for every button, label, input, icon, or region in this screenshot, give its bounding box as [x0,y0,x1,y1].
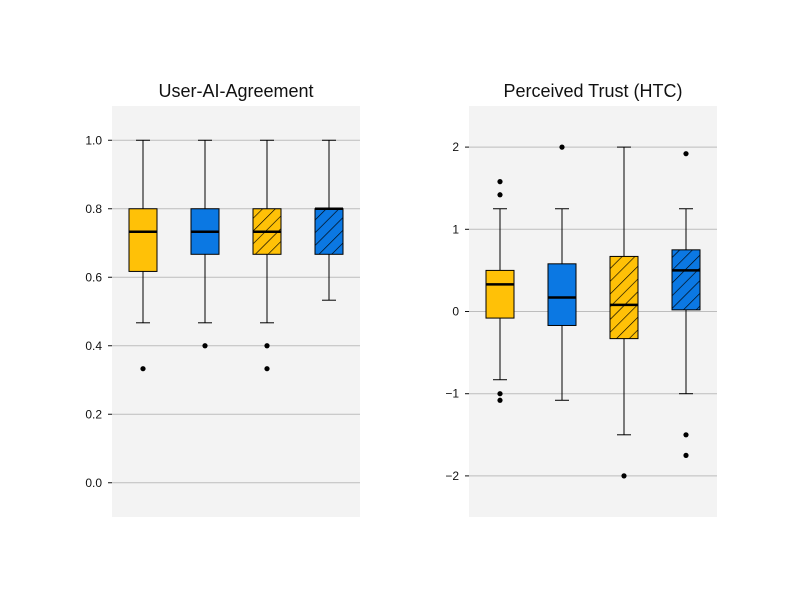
box-2 [190,139,220,349]
outlier-point [497,192,503,198]
agreement-panel: User-AI-Agreement 0.0 0.2 0.4 0.6 0.8 1.0 [85,81,360,517]
outlier-point [621,473,627,479]
outlier-point [140,366,146,372]
box-body [485,269,515,319]
outlier-point [683,151,689,157]
box-4 [314,139,344,301]
box-3 [609,146,639,479]
agreement-title: User-AI-Agreement [158,81,313,101]
outlier-point [497,397,503,403]
trust-title: Perceived Trust (HTC) [503,81,682,101]
y-tick-label: 0.6 [85,270,102,284]
y-tick-label: 0.2 [85,407,102,421]
trust-panel: Perceived Trust (HTC) −2 −1 0 1 2 [445,81,717,517]
outlier-point [559,144,565,150]
outlier-point [264,366,270,372]
y-tick-label: 1 [452,222,459,236]
box-body [128,208,158,272]
y-tick-label: −2 [445,469,459,483]
outlier-point [497,391,503,397]
box-3 [252,139,282,372]
box-4 [671,151,701,458]
y-tick-label: 0.0 [85,476,102,490]
box-1 [128,139,158,372]
y-tick-label: 1.0 [85,133,102,147]
box-body [314,208,344,255]
outlier-point [683,432,689,438]
outlier-point [264,343,270,349]
plot-background [112,106,360,517]
outlier-point [683,452,689,458]
y-tick-label: 2 [452,140,459,154]
outlier-point [202,343,208,349]
box-body [547,263,577,326]
box-1 [485,179,515,403]
box-body [609,255,639,340]
y-tick-label: 0 [452,305,459,319]
outlier-point [497,179,503,185]
y-tick-label: 0.4 [85,339,102,353]
box-2 [547,144,577,401]
box-body [671,249,701,311]
y-tick-label: 0.8 [85,202,102,216]
y-tick-label: −1 [445,387,459,401]
